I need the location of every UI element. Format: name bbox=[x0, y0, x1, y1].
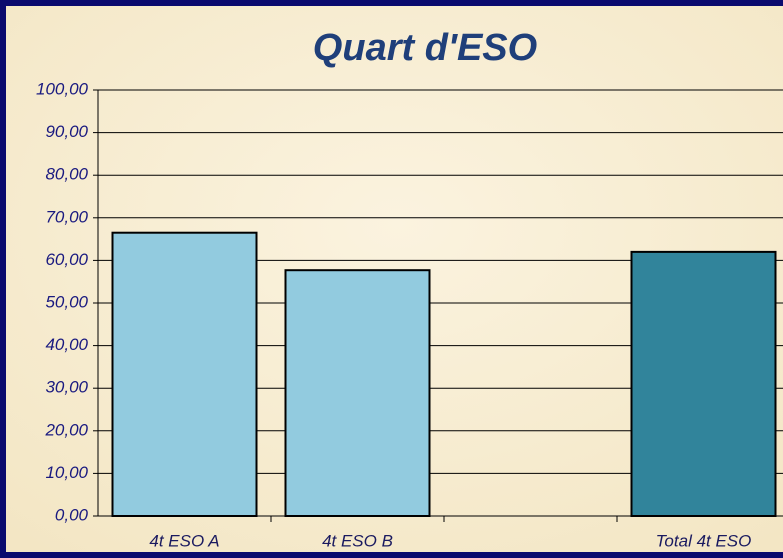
y-tick-label: 10,00 bbox=[45, 463, 88, 482]
y-tick-label: 70,00 bbox=[45, 207, 88, 226]
y-tick-label: 50,00 bbox=[45, 292, 88, 311]
y-tick-label: 80,00 bbox=[45, 165, 88, 184]
bar bbox=[630, 250, 777, 517]
y-tick-label: 60,00 bbox=[45, 250, 88, 269]
bar bbox=[284, 269, 431, 517]
x-tick-label: 4t ESO A bbox=[149, 531, 219, 550]
chart-title: Quart d'ESO bbox=[313, 27, 537, 69]
x-tick-label: 4t ESO B bbox=[322, 531, 393, 550]
bar bbox=[111, 231, 258, 518]
y-tick-label: 40,00 bbox=[45, 335, 88, 354]
y-tick-label: 90,00 bbox=[45, 122, 88, 141]
y-tick-label: 20,00 bbox=[44, 420, 88, 439]
y-tick-label: 100,00 bbox=[36, 79, 89, 98]
x-tick-label: Total 4t ESO bbox=[656, 531, 752, 550]
y-tick-label: 30,00 bbox=[45, 378, 88, 397]
y-tick-label: 0,00 bbox=[55, 505, 89, 524]
